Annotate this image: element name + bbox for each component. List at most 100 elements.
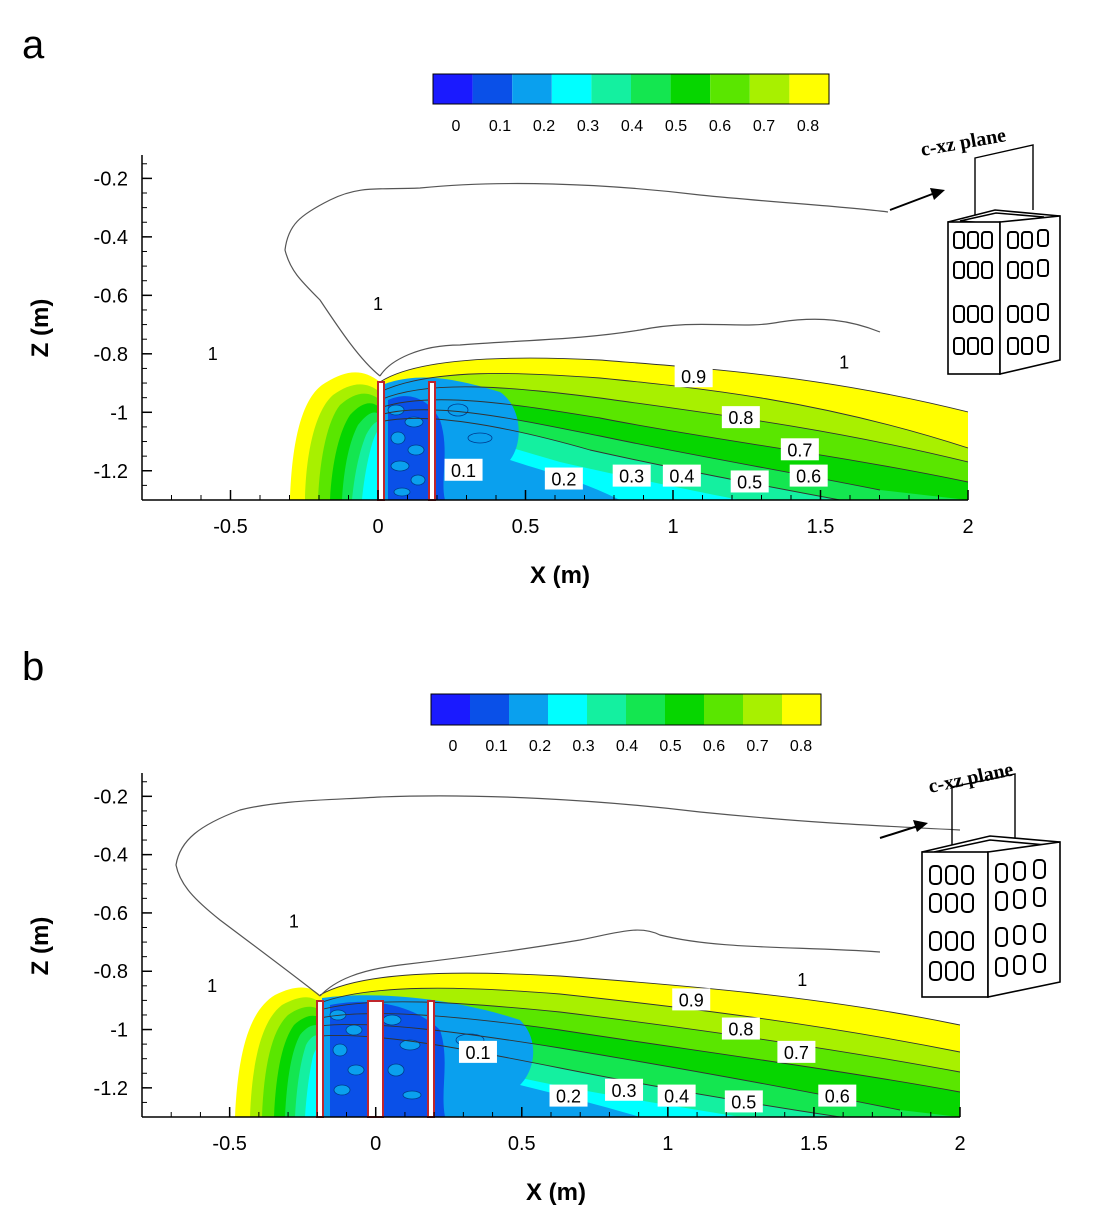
contour-label: 0.9 — [681, 367, 706, 387]
contour-label-bg — [612, 464, 651, 487]
colorbar-swatch — [591, 74, 631, 104]
contour-label: 0.4 — [664, 1087, 689, 1107]
contour-label: 0.8 — [728, 408, 753, 428]
colorbar-swatch — [626, 694, 665, 725]
colorbar-swatch — [631, 74, 671, 104]
contour-label: 1 — [289, 912, 299, 932]
block-icon — [921, 835, 1061, 998]
colorbar-tick-label: 0.3 — [572, 738, 594, 755]
colorbar-swatch — [470, 694, 509, 725]
contour-label: 0.9 — [679, 990, 704, 1010]
y-tick-label: -0.2 — [94, 168, 128, 190]
contour-label: 0.1 — [465, 1043, 490, 1063]
boundary-lines — [175, 795, 961, 997]
x-tick-label: 0.5 — [508, 1133, 536, 1155]
plane-outline — [951, 773, 1016, 846]
wall — [427, 1000, 435, 1118]
contour-label-bg — [674, 365, 713, 388]
colorbar-tick-label: 0.7 — [753, 118, 775, 135]
contour-label: 0.3 — [619, 467, 644, 487]
y-tick-label: -0.4 — [94, 845, 128, 867]
colorbar-swatch — [512, 74, 552, 104]
contour-label: 1 — [839, 353, 849, 373]
contour-label: 0.2 — [556, 1087, 581, 1107]
y-tick-label: -1 — [110, 402, 128, 424]
plane-outline — [974, 144, 1034, 218]
colorbar-swatch — [710, 74, 750, 104]
colorbar-swatch — [509, 694, 548, 725]
panel-letter: a — [22, 23, 45, 67]
contour-label: 0.5 — [737, 472, 762, 492]
y-tick-label: -0.4 — [94, 227, 128, 249]
x-tick-label: 1.5 — [800, 1133, 828, 1155]
lower-boundary-line — [319, 929, 881, 997]
contour-label: 0.4 — [669, 467, 694, 487]
y-tick-label: -0.2 — [94, 786, 128, 808]
y-axis-title: Z (m) — [27, 299, 54, 358]
upper-boundary-line — [284, 182, 889, 377]
colorbar-swatch — [433, 74, 473, 104]
colorbar-tick-label: 0.7 — [746, 738, 768, 755]
contour-label-bg — [789, 464, 828, 487]
panel-b: b 0 0.1 0.2 0.3 0.4 0.5 0.6 0.7 0.8 — [22, 645, 1061, 1206]
colorbar-swatch — [749, 74, 790, 104]
inset-label: c-xz plane — [919, 124, 1008, 161]
colorbar-tick-label: 0.4 — [616, 738, 638, 755]
colorbar-swatch — [431, 694, 470, 725]
contour-label-bg — [662, 464, 701, 487]
y-tick-label: -0.8 — [94, 344, 128, 366]
colorbar-frame — [432, 73, 830, 105]
panel-a: a 0 0.1 0.2 0.3 0.4 0.5 0.6 0.7 0.8 — [22, 23, 1061, 589]
contour-label-bg — [818, 1084, 857, 1107]
x-axis-title: X (m) — [530, 562, 590, 589]
colorbar-swatch — [782, 694, 821, 725]
contour-label-bg — [721, 406, 760, 429]
wall — [377, 381, 385, 501]
colorbar-swatch — [472, 74, 513, 104]
colorbar-swatch — [548, 694, 587, 725]
contour-label: 0.7 — [787, 440, 812, 460]
colorbar-tick-label: 0.2 — [533, 118, 555, 135]
contour-label-bg — [444, 458, 483, 481]
x-tick-label: -0.5 — [212, 1133, 246, 1155]
arrow-line — [889, 192, 936, 211]
colorbar-swatch — [551, 74, 592, 104]
contour-label-bg — [730, 470, 769, 493]
colorbar-tick-label: 0.2 — [529, 738, 551, 755]
contour-label: 0.7 — [784, 1043, 809, 1063]
y-tick-label: -0.6 — [94, 285, 128, 307]
colorbar-tick-label: 0.6 — [709, 118, 731, 135]
colorbar-tick-label: 0.5 — [659, 738, 681, 755]
x-tick-label: -0.5 — [213, 516, 247, 538]
y-axis-title: Z (m) — [27, 917, 54, 976]
inset-label: c-xz plane — [926, 758, 1015, 797]
arrow-icon — [913, 820, 928, 832]
tick-marks: -0.5 0 0.5 1 1.5 2 -0.2 -0.4 -0.6 -0.8 -1 -1.2 — [94, 163, 974, 538]
colorbar-tick-label: 0.6 — [703, 738, 725, 755]
contour-label: 1 — [797, 970, 807, 990]
contour-label: 0.6 — [825, 1087, 850, 1107]
colorbar-swatch — [587, 694, 626, 725]
y-tick-label: -0.6 — [94, 903, 128, 925]
contour-labels: 1 1 1 0.9 0.8 0.7 0.6 0.5 0.4 0.3 0.2 0.1 — [208, 294, 849, 493]
x-tick-label: 1 — [667, 516, 678, 538]
wall — [316, 1000, 324, 1118]
contour-label-bg — [458, 1040, 497, 1063]
upper-boundary-line — [175, 795, 961, 997]
contour-label: 0.1 — [451, 461, 476, 481]
contour-label: 1 — [208, 344, 218, 364]
contour-label-bg — [724, 1090, 763, 1113]
y-tick-label: -1 — [110, 1020, 128, 1042]
x-tick-label: 1 — [662, 1133, 673, 1155]
contour-label: 1 — [373, 294, 383, 314]
contour-label: 0.8 — [728, 1020, 753, 1040]
contour-lines — [319, 972, 960, 1117]
colorbar-tick-label: 0 — [449, 738, 458, 755]
panel-letter: b — [22, 645, 44, 689]
colorbar-swatch — [743, 694, 782, 725]
contour-label-bg — [657, 1084, 696, 1107]
contour-label-bg — [721, 1017, 760, 1040]
colorbar-frame — [430, 693, 822, 726]
arrow-icon — [930, 188, 945, 200]
x-tick-label: 0 — [370, 1133, 381, 1155]
